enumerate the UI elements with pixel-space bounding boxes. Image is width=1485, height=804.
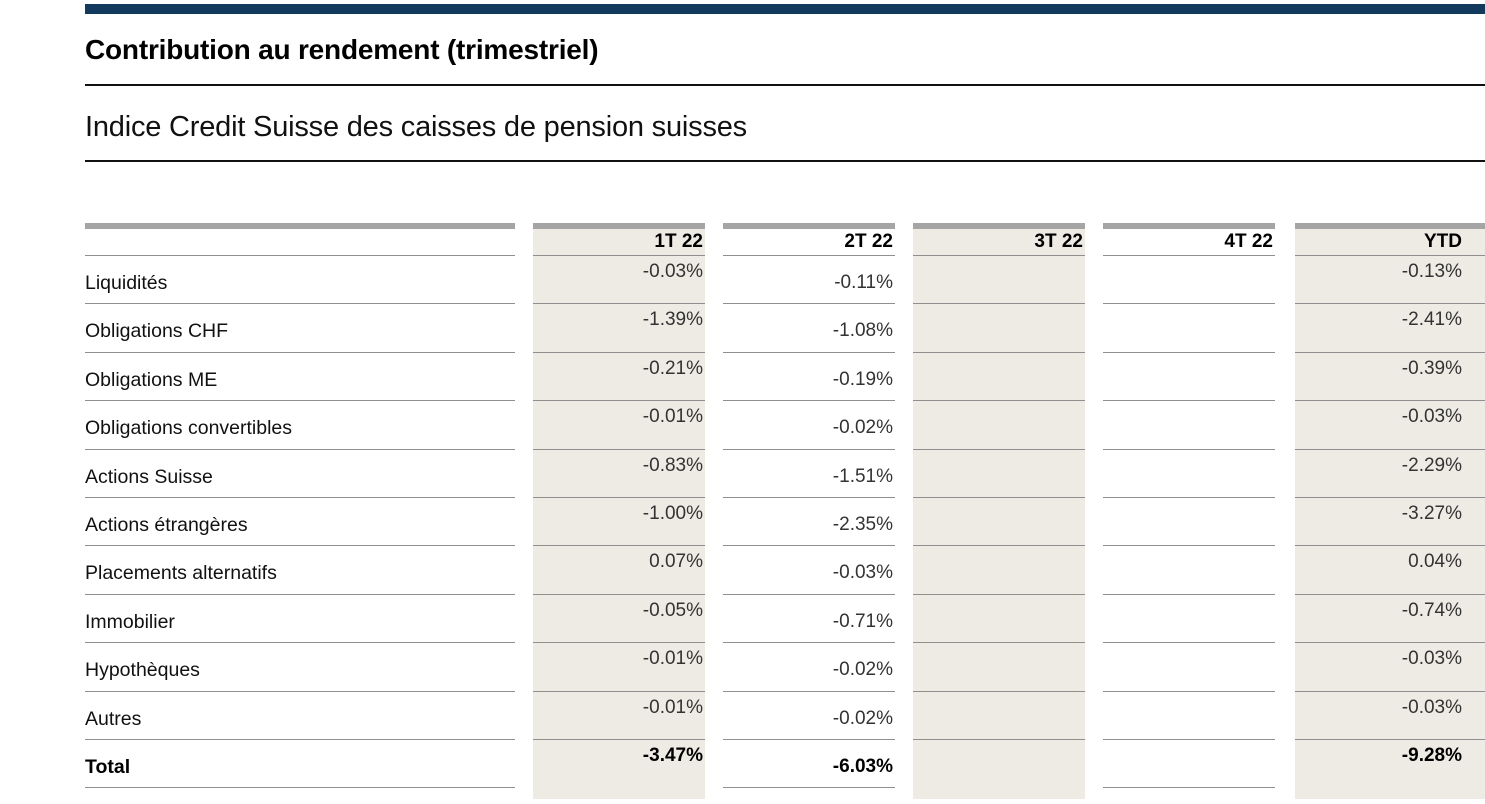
value-cell: -0.01% xyxy=(533,643,705,692)
column-top-bar xyxy=(723,223,895,229)
value-cell xyxy=(1103,304,1275,353)
value-cell xyxy=(1103,546,1275,595)
value-cell xyxy=(913,595,1085,644)
value-cell xyxy=(913,256,1085,305)
value-cell xyxy=(913,401,1085,450)
column-header: YTD xyxy=(1295,229,1485,256)
column-header: 3T 22 xyxy=(913,229,1085,256)
value-cell xyxy=(1103,692,1275,740)
row-label: Obligations ME xyxy=(85,353,515,402)
value-cell xyxy=(1103,595,1275,644)
value-cell: -9.28% xyxy=(1401,744,1462,766)
value-cell: -0.21% xyxy=(533,353,705,402)
row-label: Obligations convertibles xyxy=(85,401,515,450)
page-title: Contribution au rendement (trimestriel) xyxy=(85,34,599,65)
row-label: Liquidités xyxy=(85,256,515,305)
column-top-bar xyxy=(533,223,705,229)
table-column-2t-22: 2T 22 -0.11% -1.08% -0.19% -0.02% -1.51% -2.35… xyxy=(723,223,895,789)
table-column-1t-22: 1T 22 -0.03% -1.39% -0.21% -0.01% -0.83% -1.00… xyxy=(533,223,705,800)
value-cell xyxy=(913,450,1085,498)
value-cell: -0.39% xyxy=(1295,353,1485,402)
row-label: Immobilier xyxy=(85,595,515,644)
value-cell: -0.83% xyxy=(533,450,705,498)
value-cell xyxy=(913,498,1085,547)
value-cell xyxy=(1103,401,1275,450)
value-cell xyxy=(913,546,1085,595)
value-cell xyxy=(1103,498,1275,547)
value-cell: -0.03% xyxy=(533,256,705,305)
column-header: 2T 22 xyxy=(723,229,895,256)
table-column-4t-22: 4T 22 xyxy=(1103,223,1275,789)
value-cell: -2.35% xyxy=(723,498,895,547)
value-cell xyxy=(1103,643,1275,692)
row-label: Obligations CHF xyxy=(85,304,515,353)
value-cell xyxy=(1103,353,1275,402)
value-cell: -0.05% xyxy=(533,595,705,644)
row-label: Actions étrangères xyxy=(85,498,515,547)
value-cell: -0.02% xyxy=(723,692,895,740)
value-cell: -0.02% xyxy=(723,643,895,692)
value-cell: -0.13% xyxy=(1295,256,1485,305)
value-cell: -2.29% xyxy=(1295,450,1485,498)
column-top-bar xyxy=(1103,223,1275,229)
accent-bar xyxy=(85,4,1485,14)
row-label: Actions Suisse xyxy=(85,450,515,498)
value-cell xyxy=(1103,256,1275,305)
value-cell: 0.04% xyxy=(1295,546,1485,595)
value-cell: -0.03% xyxy=(1295,692,1485,740)
value-cell xyxy=(913,353,1085,402)
label-column-header xyxy=(85,229,515,256)
table-label-column: Liquidités Obligations CHF Obligations ME O… xyxy=(85,223,515,789)
page-subtitle: Indice Credit Suisse des caisses de pens… xyxy=(85,111,747,143)
table-column-ytd: YTD -0.13% -2.41% -0.39% -0.03% -2.29% -3.27% 0… xyxy=(1295,223,1485,800)
column-header: 4T 22 xyxy=(1103,229,1275,256)
contribution-table: Liquidités Obligations CHF Obligations ME O… xyxy=(85,223,1485,800)
value-cell xyxy=(913,740,1085,788)
value-cell: -0.19% xyxy=(723,353,895,402)
value-cell: 0.07% xyxy=(533,546,705,595)
row-label: Autres xyxy=(85,692,515,740)
value-cell: -0.03% xyxy=(1295,401,1485,450)
value-cell xyxy=(913,304,1085,353)
value-cell: -0.71% xyxy=(723,595,895,644)
value-cell xyxy=(1103,450,1275,498)
table-column-3t-22: 3T 22 xyxy=(913,223,1085,800)
value-cell xyxy=(1103,740,1275,789)
row-label: Placements alternatifs xyxy=(85,546,515,595)
value-cell: -0.01% xyxy=(533,692,705,740)
value-cell: -1.39% xyxy=(533,304,705,353)
report-page: Contribution au rendement (trimestriel) … xyxy=(85,4,1485,800)
value-cell: -6.03% xyxy=(723,740,895,789)
value-cell: -0.01% xyxy=(533,401,705,450)
value-cell: -3.27% xyxy=(1295,498,1485,547)
row-label: Total xyxy=(85,740,515,789)
value-cell: -0.02% xyxy=(723,401,895,450)
value-cell: -0.03% xyxy=(1295,643,1485,692)
column-top-bar xyxy=(85,223,515,229)
value-cell: -0.03% xyxy=(723,546,895,595)
value-cell xyxy=(913,692,1085,740)
value-cell: -2.41% xyxy=(1295,304,1485,353)
column-top-bar xyxy=(913,223,1085,229)
value-cell: -1.00% xyxy=(533,498,705,547)
value-cell: -0.74% xyxy=(1295,595,1485,644)
value-cell xyxy=(913,643,1085,692)
subtitle-divider xyxy=(85,160,1485,162)
row-label: Hypothèques xyxy=(85,643,515,692)
value-cell: -1.51% xyxy=(723,450,895,498)
value-cell: -1.08% xyxy=(723,304,895,353)
title-divider xyxy=(85,84,1485,86)
value-cell: -3.47% xyxy=(642,744,703,766)
value-cell: -0.11% xyxy=(723,256,895,305)
column-top-bar xyxy=(1295,223,1485,229)
column-header: 1T 22 xyxy=(533,229,705,256)
